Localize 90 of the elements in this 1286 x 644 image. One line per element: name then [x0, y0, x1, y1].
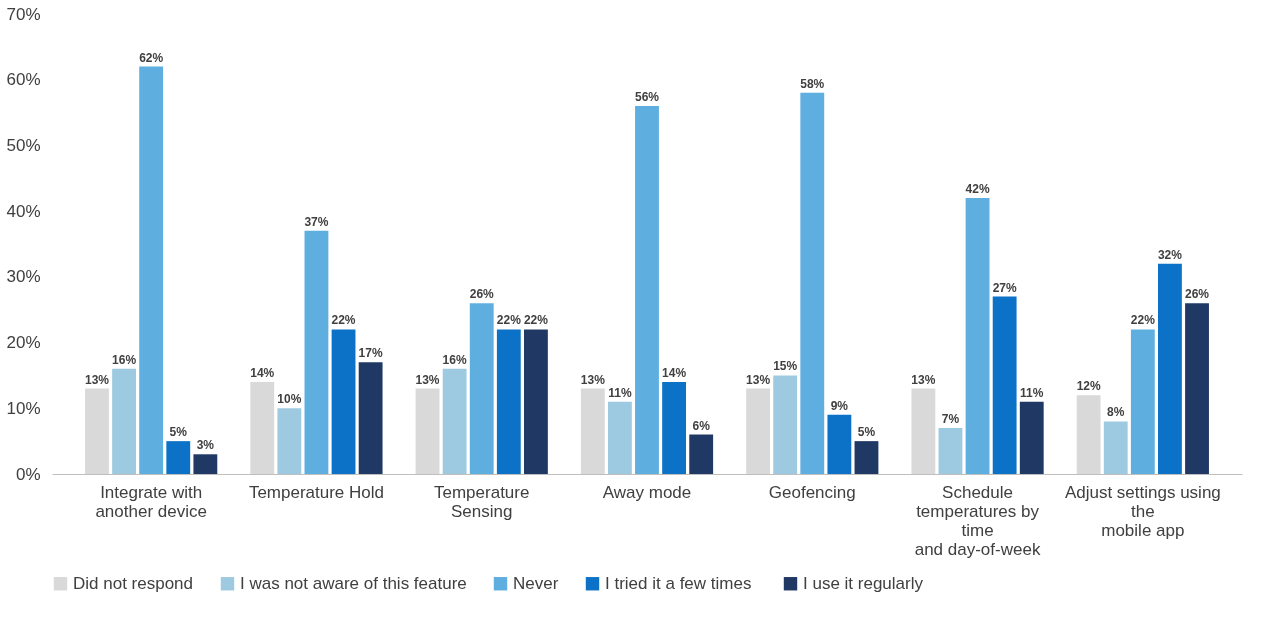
data-label: 37%	[304, 214, 329, 229]
bar	[85, 388, 109, 474]
data-label: 42%	[965, 182, 990, 196]
data-label: 17%	[358, 346, 383, 361]
bar	[580, 388, 605, 474]
data-label: 11%	[1020, 385, 1044, 400]
legend-label: I tried it a few times	[605, 573, 752, 593]
data-label: 26%	[469, 287, 495, 302]
data-label: 16%	[112, 352, 137, 367]
bar	[662, 382, 687, 474]
y-tick-label: 10%	[6, 398, 41, 418]
bar	[800, 92, 825, 474]
data-label: 7%	[941, 412, 960, 426]
bar	[304, 230, 329, 474]
bar	[827, 414, 852, 474]
data-label: 6%	[692, 418, 711, 433]
bar	[496, 329, 521, 474]
data-label: 32%	[1157, 247, 1183, 262]
data-label: 26%	[1185, 287, 1210, 302]
data-label: 15%	[773, 359, 798, 374]
data-label: 13%	[415, 372, 440, 387]
x-tick-label: Geofencing	[768, 482, 856, 502]
data-label: 3%	[196, 438, 215, 453]
legend-label: I was not aware of this feature	[240, 573, 467, 593]
data-label: 56%	[634, 90, 660, 104]
legend-label: Did not respond	[73, 573, 194, 593]
bar	[1130, 329, 1155, 474]
bar	[911, 388, 936, 474]
bar	[469, 303, 494, 474]
x-tick-label: Schedule temperatures by time and day-of-week	[914, 482, 1041, 559]
data-label: 5%	[857, 425, 876, 440]
bar	[938, 428, 963, 474]
data-label: 22%	[523, 313, 549, 328]
bar	[523, 329, 548, 474]
bar	[1103, 421, 1128, 474]
data-label: 14%	[250, 366, 275, 380]
bar	[1019, 401, 1044, 474]
legend-label: Never	[513, 573, 559, 593]
bar	[442, 368, 467, 474]
bar	[746, 388, 771, 474]
x-tick-label: Temperature Sensing	[434, 482, 530, 521]
bar	[965, 198, 990, 474]
data-label: 22%	[1130, 313, 1156, 328]
data-label: 11%	[608, 385, 632, 400]
data-label: 8%	[1107, 405, 1125, 420]
bar	[854, 441, 879, 474]
y-tick-label: 70%	[6, 4, 41, 24]
data-label: 27%	[992, 280, 1017, 295]
data-label: 12%	[1076, 379, 1101, 394]
bar	[277, 408, 302, 474]
bar	[689, 434, 714, 474]
data-label: 14%	[662, 366, 687, 380]
y-tick-label: 0%	[15, 464, 41, 484]
bar	[112, 368, 136, 474]
data-label: 22%	[331, 313, 356, 328]
data-label: 5%	[169, 425, 188, 440]
bar	[1185, 303, 1209, 474]
bar	[1158, 263, 1182, 474]
y-tick-label: 20%	[6, 333, 41, 353]
bar	[773, 375, 798, 474]
data-label: 9%	[830, 398, 849, 413]
data-label: 10%	[277, 392, 302, 407]
bar	[358, 362, 383, 474]
x-tick-label: Integrate with another device	[95, 482, 207, 521]
data-label: 16%	[442, 352, 467, 367]
bar	[1076, 395, 1101, 474]
bar	[250, 382, 275, 474]
x-tick-label: Away mode	[602, 482, 692, 502]
bar	[415, 388, 440, 474]
bar	[607, 401, 632, 474]
legend-label: I use it regularly	[803, 573, 924, 593]
data-label: 22%	[496, 313, 522, 328]
x-tick-label: Temperature Hold	[248, 482, 385, 502]
bar	[166, 441, 191, 474]
y-tick-label: 50%	[6, 135, 41, 155]
data-label: 62%	[139, 50, 164, 65]
y-tick-label: 60%	[6, 70, 41, 90]
data-label: 13%	[746, 372, 771, 387]
bar	[331, 329, 356, 474]
bar	[139, 66, 164, 474]
y-tick-label: 30%	[6, 267, 41, 287]
data-label: 58%	[800, 76, 825, 91]
data-label: 13%	[84, 372, 110, 387]
data-label: 13%	[911, 372, 936, 387]
bar	[193, 454, 218, 474]
bar	[992, 296, 1017, 474]
data-label: 13%	[580, 372, 606, 387]
y-tick-label: 40%	[6, 201, 41, 221]
x-tick-label: Adjust settings using the mobile app	[1064, 482, 1221, 540]
bar	[635, 106, 659, 474]
